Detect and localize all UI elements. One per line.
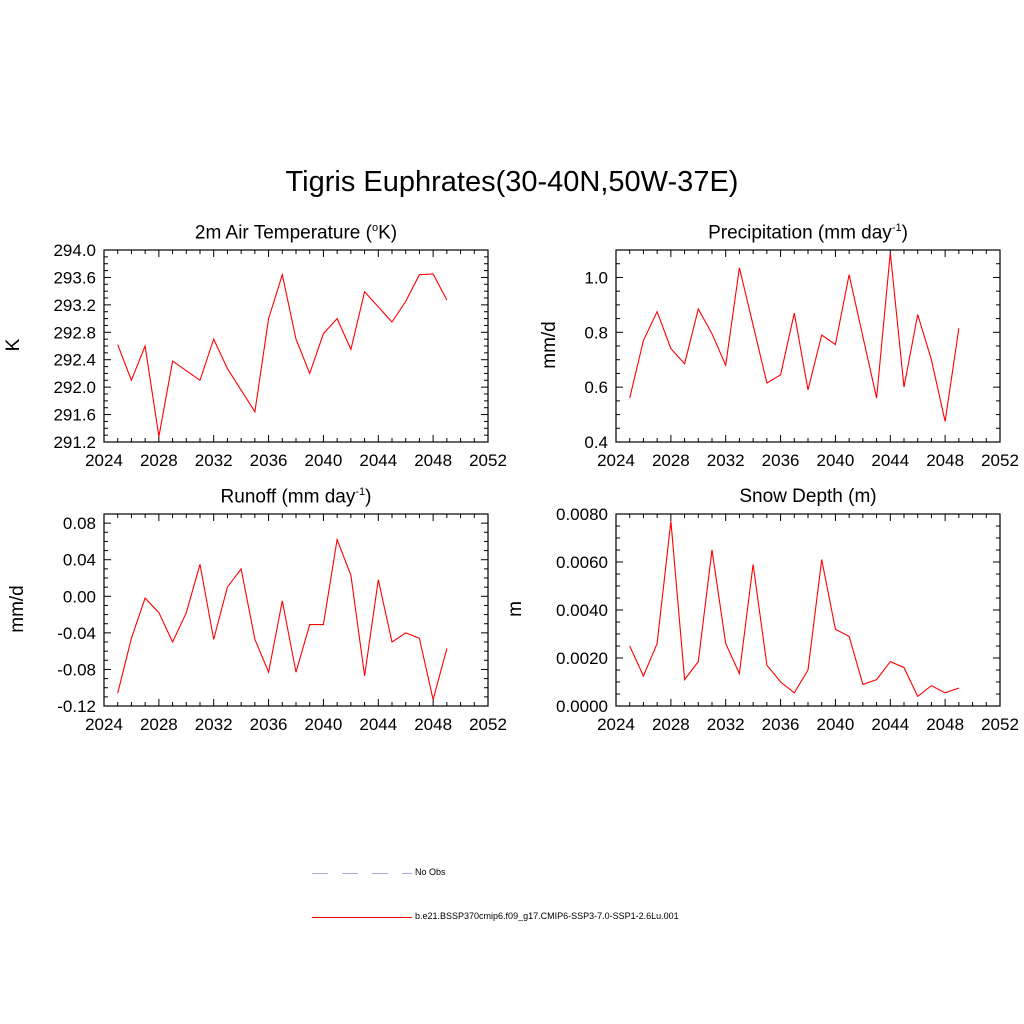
x-tick-label: 2024 xyxy=(85,451,123,470)
y-tick-label: 291.2 xyxy=(53,433,96,452)
series-line xyxy=(117,272,448,437)
panel-runoff: Runoff (mm day-1) mm/d 2024 2028 2032 2036 2… xyxy=(0,478,512,748)
x-tick-label: 2032 xyxy=(195,715,233,734)
y-tick-label: 0.0020 xyxy=(556,649,608,668)
x-tick-label: 2036 xyxy=(762,451,800,470)
legend-label: No Obs xyxy=(415,867,446,877)
x-tick-label: 2044 xyxy=(359,451,397,470)
x-tick-label: 2052 xyxy=(469,715,507,734)
panel-title: 2m Air Temperature (oK) xyxy=(194,222,398,244)
panel-precipitation: Precipitation (mm day-1) mm/d 2024 2028 20… xyxy=(512,212,1024,482)
x-tick-label: 2024 xyxy=(597,715,635,734)
x-tick-label: 2048 xyxy=(414,451,452,470)
panel-snow-depth: Snow Depth (m) m 2024 2028 2032 2036 2040 204… xyxy=(505,478,1024,748)
series-line xyxy=(629,521,960,698)
y-tick-label: 0.08 xyxy=(63,514,96,533)
plot-frame xyxy=(615,513,1001,707)
x-tick-label: 2052 xyxy=(981,451,1019,470)
panel-title: Snow Depth (m) xyxy=(739,486,877,507)
y-tick-label: 0.6 xyxy=(584,378,608,397)
x-tick-label: 2036 xyxy=(762,715,800,734)
x-tick-label: 2044 xyxy=(359,715,397,734)
y-tick-label: 294.0 xyxy=(53,241,96,260)
y-tick-label: 291.6 xyxy=(53,406,96,425)
series-line xyxy=(629,252,960,422)
legend-swatch xyxy=(312,873,412,874)
y-tick-label: 0.00 xyxy=(63,587,96,606)
x-tick-label: 2036 xyxy=(250,451,288,470)
y-tick-label: 0.04 xyxy=(63,551,96,570)
x-tick-label: 2040 xyxy=(305,451,343,470)
x-tick-label: 2052 xyxy=(981,715,1019,734)
panel-title: Runoff (mm day-1) xyxy=(220,486,372,508)
y-tick-label: 0.8 xyxy=(584,323,608,342)
x-tick-label: 2028 xyxy=(652,451,690,470)
x-tick-label: 2052 xyxy=(469,451,507,470)
y-tick-label: 293.2 xyxy=(53,296,96,315)
panel-air-temperature: 2m Air Temperature (oK) K 2024 2028 2032 20… xyxy=(0,212,512,482)
x-tick-label: 2024 xyxy=(85,715,123,734)
x-tick-label: 2048 xyxy=(926,715,964,734)
plot-area: 2024 2028 2032 2036 2040 2044 2048 2052 291.2 291… xyxy=(53,241,507,470)
panel-title: Precipitation (mm day-1) xyxy=(708,222,908,244)
x-tick-label: 2036 xyxy=(250,715,288,734)
x-tick-label: 2048 xyxy=(926,451,964,470)
x-tick-label: 2032 xyxy=(195,451,233,470)
x-tick-label: 2044 xyxy=(871,715,909,734)
y-tick-label: 1.0 xyxy=(584,268,608,287)
legend-label: b.e21.BSSP370cmip6.f09_g17.CMIP6-SSP3-7.… xyxy=(415,911,679,921)
series-line xyxy=(117,537,448,700)
x-tick-label: 2048 xyxy=(414,715,452,734)
x-tick-label: 2032 xyxy=(707,715,745,734)
legend-swatch xyxy=(312,917,412,918)
x-tick-label: 2028 xyxy=(140,715,178,734)
plot-area: 2024 2028 2032 2036 2040 2044 2048 2052 -0.12 -0.… xyxy=(57,513,507,734)
x-tick-label: 2044 xyxy=(871,451,909,470)
y-tick-label: -0.12 xyxy=(57,697,96,716)
y-tick-label: 0.0080 xyxy=(556,505,608,524)
x-tick-label: 2040 xyxy=(817,451,855,470)
plot-frame xyxy=(103,513,489,707)
y-tick-label: 0.0060 xyxy=(556,553,608,572)
y-tick-label: 0.0040 xyxy=(556,601,608,620)
x-tick-label: 2040 xyxy=(817,715,855,734)
plot-area: 2024 2028 2032 2036 2040 2044 2048 2052 0.4 0.6 0.… xyxy=(584,249,1019,470)
plot-frame xyxy=(103,249,489,443)
y-tick-label: 293.6 xyxy=(53,268,96,287)
x-tick-label: 2028 xyxy=(652,715,690,734)
y-tick-label: -0.04 xyxy=(57,624,96,643)
x-tick-label: 2032 xyxy=(707,451,745,470)
y-tick-label: 292.0 xyxy=(53,378,96,397)
x-tick-label: 2040 xyxy=(305,715,343,734)
y-tick-label: 0.0000 xyxy=(556,697,608,716)
page-title: Tigris Euphrates(30-40N,50W-37E) xyxy=(285,166,739,198)
y-tick-label: -0.08 xyxy=(57,660,96,679)
y-tick-label: 292.8 xyxy=(53,323,96,342)
plot-frame xyxy=(615,249,1001,443)
y-tick-label: 292.4 xyxy=(53,351,96,370)
y-tick-label: 0.4 xyxy=(584,433,608,452)
x-tick-label: 2028 xyxy=(140,451,178,470)
plot-area: 2024 2028 2032 2036 2040 2044 2048 2052 0.0000 0.… xyxy=(556,505,1019,734)
x-tick-label: 2024 xyxy=(597,451,635,470)
